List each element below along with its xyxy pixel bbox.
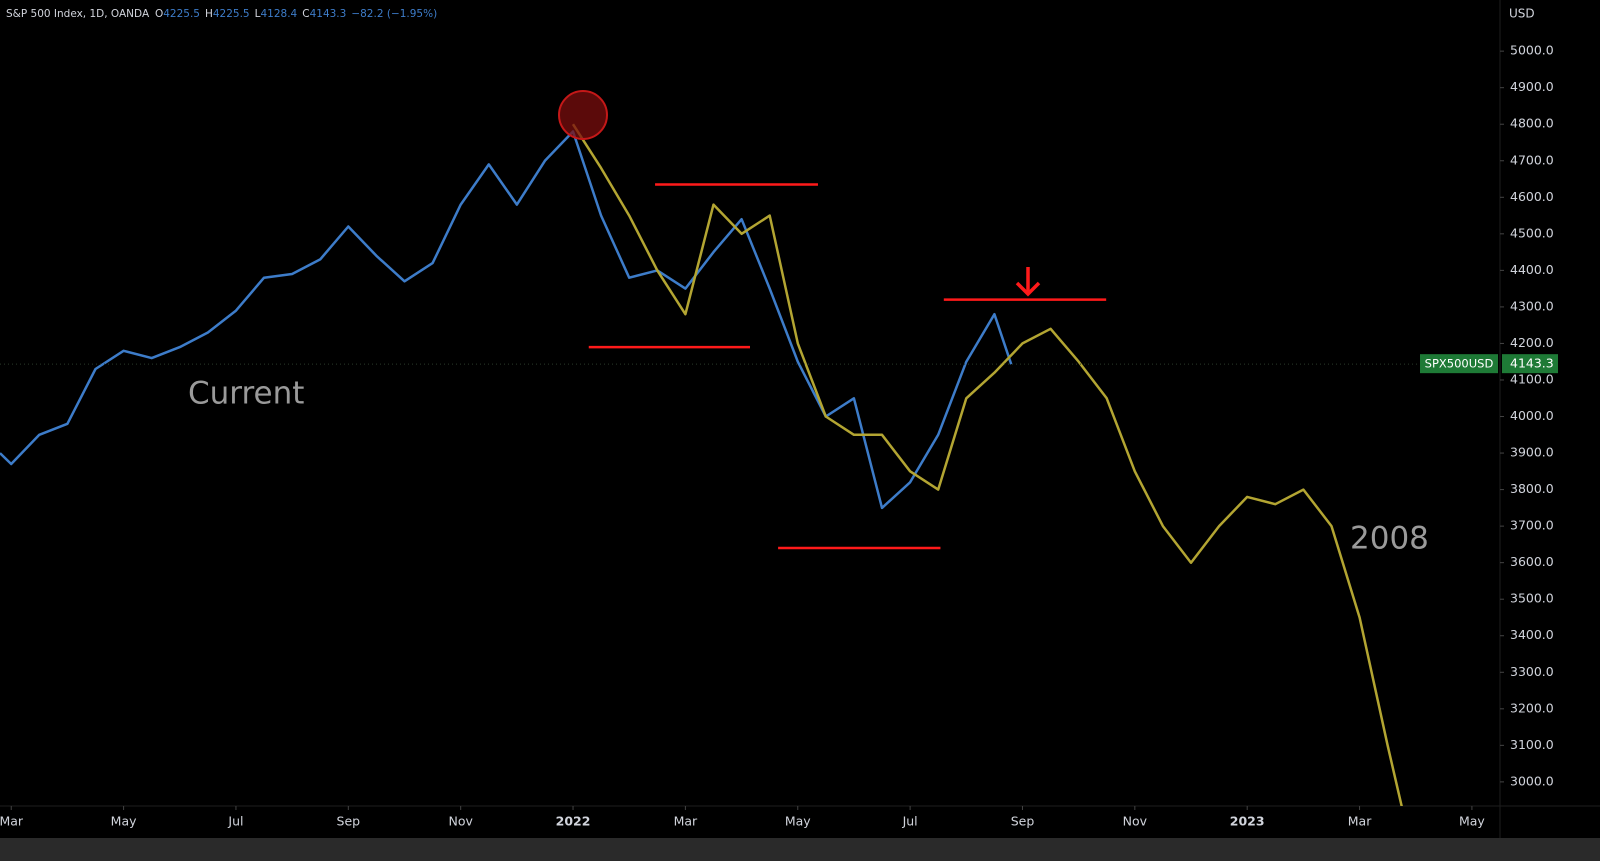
y-tick-label: 3600.0 bbox=[1510, 554, 1554, 569]
price-line bbox=[0, 130, 1013, 510]
x-tick-label: Mar bbox=[0, 814, 24, 829]
ohlc-key: H bbox=[205, 8, 213, 20]
y-tick-label: 3400.0 bbox=[1510, 627, 1554, 642]
ohlc-key: L bbox=[255, 8, 261, 20]
ohlc-key: C bbox=[302, 8, 309, 20]
y-tick-label: 4000.0 bbox=[1510, 408, 1554, 423]
last-price-bg bbox=[1502, 354, 1558, 374]
ohlc-value: 4225.5 bbox=[163, 8, 200, 20]
y-tick-label: 4700.0 bbox=[1510, 152, 1554, 167]
x-tick-label: Jul bbox=[902, 814, 918, 829]
y-tick-label: 3100.0 bbox=[1510, 737, 1554, 752]
symbol-title: S&P 500 Index, 1D, OANDA bbox=[6, 8, 150, 20]
arrow-head bbox=[1015, 281, 1041, 297]
y-tick-label: 4900.0 bbox=[1510, 79, 1554, 94]
x-tick-label: May bbox=[1459, 814, 1485, 829]
x-tick-label: Nov bbox=[1123, 814, 1148, 829]
last-price-label: 4143.3 bbox=[1510, 356, 1554, 371]
y-tick-label: 4300.0 bbox=[1510, 298, 1554, 313]
x-tick-label: Jul bbox=[227, 814, 243, 829]
y-tick-label: 4200.0 bbox=[1510, 335, 1554, 350]
x-tick-label: May bbox=[111, 814, 137, 829]
peak-highlight bbox=[558, 90, 608, 140]
y-tick-label: 3900.0 bbox=[1510, 445, 1554, 460]
x-tick-label: 2022 bbox=[556, 814, 591, 829]
header: S&P 500 Index, 1D, OANDA O4225.5 H4225.5 L4… bbox=[6, 8, 437, 20]
y-tick-label: 5000.0 bbox=[1510, 43, 1554, 58]
x-tick-label: 2023 bbox=[1230, 814, 1265, 829]
y-tick-label: 4500.0 bbox=[1510, 225, 1554, 240]
x-tick-label: Sep bbox=[1011, 814, 1035, 829]
ohlc-value: 4225.5 bbox=[213, 8, 250, 20]
series-label: Current bbox=[188, 376, 304, 412]
header-text: S&P 500 Index, 1D, OANDA O4225.5 H4225.5 L4… bbox=[6, 8, 437, 20]
y-tick-label: 3500.0 bbox=[1510, 591, 1554, 606]
price-line bbox=[571, 123, 1403, 806]
ohlc-value: 4128.4 bbox=[260, 8, 297, 20]
ohlc-key: O bbox=[155, 8, 163, 20]
symbol-tag-bg bbox=[1420, 354, 1498, 374]
y-tick-label: 3800.0 bbox=[1510, 481, 1554, 496]
y-tick-label: 3200.0 bbox=[1510, 700, 1554, 715]
y-tick-label: 3700.0 bbox=[1510, 518, 1554, 533]
x-tick-label: Mar bbox=[1348, 814, 1372, 829]
y-tick-label: 3000.0 bbox=[1510, 773, 1554, 788]
series-label: 2008 bbox=[1350, 521, 1429, 557]
change: −82.2 (−1.95%) bbox=[351, 8, 437, 20]
bottom-bar bbox=[0, 838, 1600, 861]
down-arrow bbox=[1015, 267, 1041, 297]
ohlc-value: 4143.3 bbox=[310, 8, 347, 20]
x-tick-label: Mar bbox=[674, 814, 698, 829]
y-tick-label: 3300.0 bbox=[1510, 664, 1554, 679]
x-tick-label: May bbox=[785, 814, 811, 829]
x-tick-label: Sep bbox=[337, 814, 361, 829]
y-tick-label: 4100.0 bbox=[1510, 371, 1554, 386]
x-tick-label: Nov bbox=[448, 814, 473, 829]
y-tick-label: 4600.0 bbox=[1510, 189, 1554, 204]
currency-label: USD bbox=[1509, 7, 1535, 21]
y-tick-label: 4400.0 bbox=[1510, 262, 1554, 277]
symbol-tag: SPX500USD bbox=[1425, 357, 1494, 371]
plot-area bbox=[0, 123, 1500, 806]
y-tick-label: 4800.0 bbox=[1510, 116, 1554, 131]
